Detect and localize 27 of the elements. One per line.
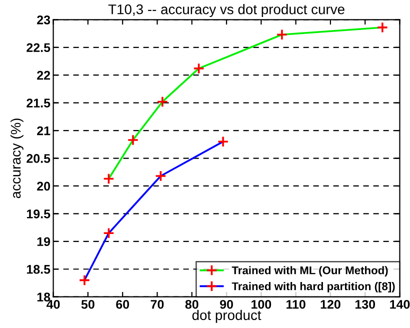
x-tick-label: 50: [81, 300, 94, 309]
y-axis-title: accuracy (%): [10, 118, 24, 198]
x-axis-title: dot product: [192, 310, 262, 323]
x-tick-label: 130: [355, 300, 376, 309]
x-tick-label: 80: [185, 300, 198, 309]
y-tick-label: 20.5: [26, 154, 50, 163]
x-tick-label: 60: [116, 300, 130, 309]
legend-label: Trained with hard partition ([8]): [232, 282, 395, 292]
y-tick-label: 23: [37, 15, 50, 24]
x-tick-label: 70: [150, 300, 164, 309]
y-tick-label: 20: [37, 182, 50, 191]
x-tick-label: 140: [390, 300, 410, 309]
x-tick-label: 120: [320, 300, 340, 309]
y-tick-label: 21.5: [26, 98, 50, 108]
y-tick-label: 19: [37, 237, 50, 246]
y-tick-label: 22.5: [26, 43, 50, 52]
y-tick-label: 18: [37, 292, 50, 302]
y-tick-label: 22: [37, 70, 50, 80]
x-tick-label: 100: [252, 300, 272, 309]
x-tick-label: 90: [220, 300, 233, 309]
chart-title: T10,3 -- accuracy vs dot product curve: [108, 4, 344, 18]
legend-label: Trained with ML (Our Method): [232, 266, 388, 276]
y-tick-label: 19.5: [26, 209, 50, 218]
y-tick-label: 18.5: [26, 264, 50, 274]
y-tick-label: 21: [37, 126, 50, 136]
x-tick-label: 110: [286, 300, 306, 309]
x-tick-label: 40: [46, 300, 60, 309]
